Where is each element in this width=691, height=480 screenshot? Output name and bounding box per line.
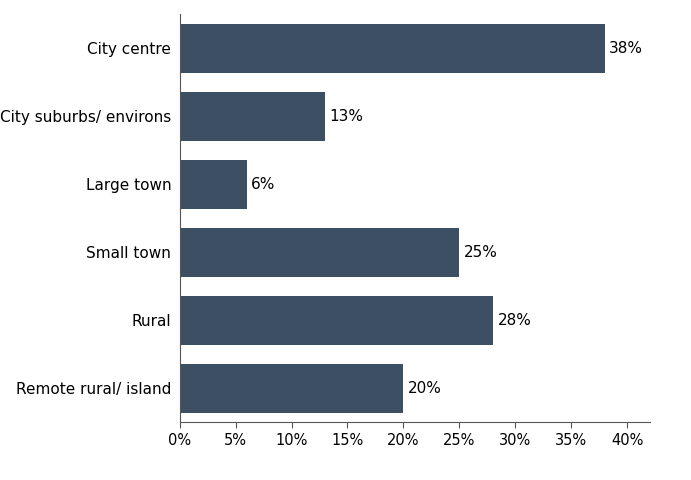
Bar <box>180 228 460 277</box>
Text: 38%: 38% <box>609 41 643 56</box>
Text: 28%: 28% <box>498 313 531 328</box>
Bar <box>180 364 404 413</box>
Bar <box>180 160 247 209</box>
Bar <box>180 92 325 141</box>
Text: 25%: 25% <box>464 245 498 260</box>
Bar <box>180 296 493 345</box>
Text: 20%: 20% <box>408 381 442 396</box>
Bar <box>180 24 605 73</box>
Text: 13%: 13% <box>330 109 363 124</box>
Text: 6%: 6% <box>252 177 276 192</box>
